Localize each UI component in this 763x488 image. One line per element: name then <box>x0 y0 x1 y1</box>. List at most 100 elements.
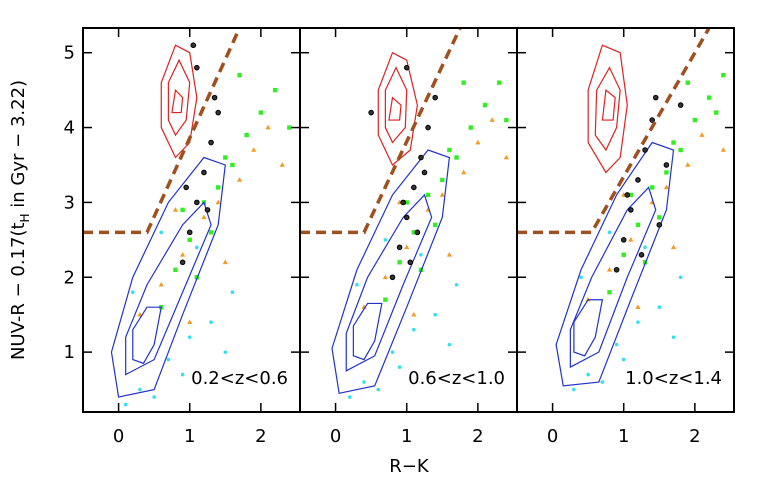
point <box>215 199 221 205</box>
point <box>572 387 576 392</box>
point <box>223 155 228 160</box>
point <box>173 267 178 272</box>
point <box>504 117 509 123</box>
point <box>678 147 683 153</box>
point <box>411 311 417 317</box>
point <box>414 229 421 236</box>
point <box>657 305 662 310</box>
plot-area <box>300 28 509 399</box>
point <box>489 117 495 122</box>
point <box>699 132 705 137</box>
point <box>215 109 221 116</box>
point <box>614 342 619 347</box>
contour <box>171 88 184 114</box>
x-tick-label: 0 <box>547 426 558 447</box>
point <box>187 237 192 243</box>
point <box>397 365 402 369</box>
point <box>368 109 374 116</box>
x-tick-label: 1 <box>184 426 195 447</box>
point <box>251 147 257 152</box>
y-axis-label: NUV-R − 0.17(tH in Gyr − 3.22) <box>8 80 32 360</box>
point <box>201 214 207 220</box>
point <box>685 80 690 85</box>
panel-annotation: 0.6<z<1.0 <box>408 368 505 389</box>
point <box>204 207 211 213</box>
x-tick-label: 2 <box>472 426 483 447</box>
point <box>187 319 193 324</box>
point <box>600 380 605 384</box>
point <box>201 169 207 176</box>
point <box>721 72 726 78</box>
point <box>222 259 228 265</box>
y-tick-label: 1 <box>64 342 75 363</box>
contour <box>352 302 383 361</box>
point <box>447 147 452 153</box>
x-tick-label: 0 <box>113 426 124 447</box>
panel-annotation: 0.2<z<0.6 <box>191 368 288 389</box>
point <box>447 342 452 347</box>
point <box>158 281 164 287</box>
point <box>411 230 417 235</box>
point <box>425 192 431 198</box>
point <box>714 110 719 115</box>
contour <box>331 149 451 395</box>
point <box>635 177 641 183</box>
point <box>677 102 684 108</box>
point <box>671 140 676 145</box>
contour <box>555 141 675 387</box>
x-tick-label: 2 <box>255 426 266 447</box>
point <box>403 64 410 71</box>
contour <box>377 51 419 166</box>
point <box>657 215 662 220</box>
point <box>643 245 647 250</box>
point <box>607 230 612 235</box>
point <box>223 350 228 354</box>
point <box>179 259 186 266</box>
contour <box>160 44 198 159</box>
point <box>237 72 242 78</box>
point <box>194 64 200 71</box>
point <box>272 87 278 93</box>
point <box>180 372 185 377</box>
point <box>279 162 285 167</box>
point <box>180 252 186 257</box>
contour <box>132 306 162 365</box>
point <box>638 252 645 258</box>
y-tick-label: 5 <box>64 43 75 64</box>
y-tick-label: 4 <box>64 118 75 139</box>
point <box>418 154 424 161</box>
point <box>190 42 197 49</box>
point <box>454 282 459 287</box>
point <box>692 117 698 123</box>
point <box>503 154 509 160</box>
x-tick-label: 2 <box>689 426 700 447</box>
point <box>244 132 249 138</box>
point <box>649 185 655 190</box>
point <box>635 304 641 310</box>
point <box>404 244 410 250</box>
point <box>613 266 620 273</box>
x-tick-label: 0 <box>330 426 341 447</box>
point <box>628 237 634 242</box>
point <box>403 214 410 221</box>
point <box>411 184 417 191</box>
point <box>606 266 613 272</box>
contour <box>587 44 628 174</box>
y-label-main: NUV-R − 0.17(t <box>8 222 29 360</box>
point <box>397 260 402 265</box>
point <box>404 200 409 205</box>
point <box>138 387 142 392</box>
point <box>433 312 437 317</box>
point <box>461 80 466 85</box>
point <box>636 320 640 324</box>
y-label-sub: H <box>18 213 32 222</box>
contour <box>345 193 433 372</box>
point <box>475 139 481 145</box>
contour <box>388 96 402 121</box>
point <box>482 102 488 108</box>
point <box>183 184 189 191</box>
point <box>635 222 641 228</box>
contour <box>594 66 621 152</box>
contour <box>573 299 604 357</box>
